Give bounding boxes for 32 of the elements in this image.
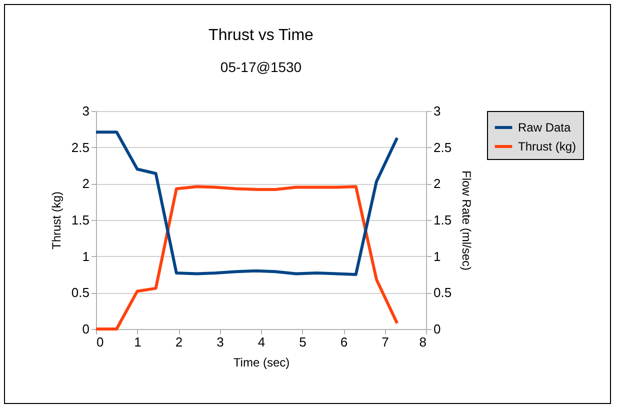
y2-tick-label: 2 [434, 176, 441, 192]
x-tick-label: 8 [419, 334, 426, 350]
x-tick-label: 5 [299, 334, 306, 350]
y2-tick-label: 3 [434, 104, 441, 118]
y-tick-label: 2 [82, 176, 90, 192]
y-tick-label: 0 [82, 322, 90, 336]
y2-tick-label: 1 [434, 248, 441, 264]
legend-label: Thrust (kg) [518, 140, 576, 154]
y-tick-label: 2.5 [71, 140, 90, 155]
x-tick-label: 1 [134, 334, 142, 350]
y2-tick-label: 2.5 [434, 140, 452, 155]
x-tick-label: 3 [216, 334, 224, 350]
x-axis-title: Time (sec) [233, 356, 290, 370]
x-tick-label: 0 [96, 334, 104, 350]
y-tick-label: 0.5 [71, 285, 90, 300]
chart-subtitle: 05-17@1530 [220, 59, 302, 75]
y2-axis-title: Flow Rate (ml/sec) [460, 170, 474, 271]
legend-label: Raw Data [518, 120, 572, 134]
y-tick-label: 1.5 [71, 212, 90, 228]
y2-tick-label: 1.5 [434, 212, 452, 228]
y2-tick-label: 0.5 [434, 285, 452, 300]
y-tick-label: 1 [82, 248, 90, 264]
x-tick-label: 2 [175, 334, 183, 350]
chart-title: Thrust vs Time [208, 27, 314, 44]
x-tick-label: 4 [258, 334, 266, 350]
line-series [94, 130, 399, 276]
y2-tick-label: 0 [434, 322, 441, 336]
y-axis-title: Thrust (kg) [49, 191, 64, 250]
line-series [94, 185, 399, 330]
y-tick-label: 3 [82, 104, 90, 118]
x-tick-label: 6 [340, 334, 348, 350]
x-tick-label: 7 [382, 334, 389, 350]
